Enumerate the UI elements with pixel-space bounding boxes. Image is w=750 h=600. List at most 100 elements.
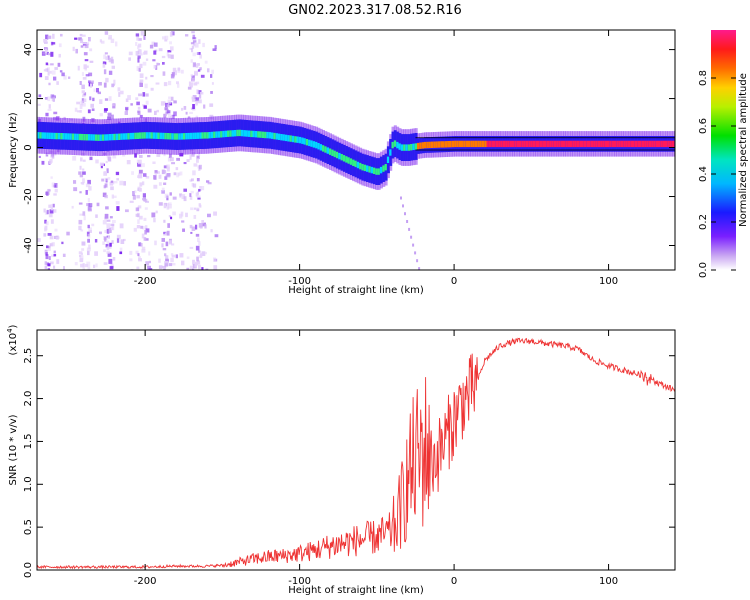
noise-cell [80,252,83,256]
noise-cell [171,254,176,258]
noise-cell [202,42,205,48]
ridge-core [370,166,374,174]
noise-cell [47,233,52,236]
ridge-core [315,141,319,149]
noise-cell [195,63,199,68]
ridge-core [366,165,369,172]
ridge-core [498,140,502,148]
ridge-core [69,133,73,140]
ridge-core [535,140,539,148]
noise-cell [189,224,193,229]
noise-cell [153,218,156,223]
noise-cell [166,173,171,178]
ridge-core [55,132,59,140]
noise-cell [173,111,177,117]
ridge-core [424,141,427,149]
noise-cell [124,111,128,115]
noise-cell [81,248,85,251]
ridge-core [354,160,358,168]
ridge-core [289,135,293,142]
noise-cell [177,68,181,73]
noise-cell [128,57,131,61]
noise-cell [194,263,197,268]
ridge-core [83,134,87,141]
ridge-core [393,140,397,147]
noise-cell [408,227,411,231]
noise-cell [416,259,419,263]
noise-cell [140,243,143,247]
noise-cell [414,251,417,255]
noise-cell [168,263,173,267]
noise-cell [192,268,195,270]
ridge-core [227,130,230,137]
noise-cell [167,99,172,105]
noise-cell [42,52,46,55]
noise-cell [112,257,116,261]
noise-cell [136,66,141,71]
ridge-core [412,143,416,150]
noise-cell [198,250,201,253]
noise-cell [78,251,83,255]
noise-cell [82,94,86,98]
ridge-core [556,140,560,148]
noise-cell [189,111,193,114]
noise-cell [81,241,86,246]
noise-cell [43,208,46,213]
noise-cell [168,240,172,245]
noise-cell [75,48,78,54]
noise-cell [119,223,124,229]
noise-cell [81,34,86,37]
ridge-core [185,133,189,140]
noise-cell [55,236,60,239]
noise-cell [195,81,200,85]
noise-cell [195,102,198,106]
ridge-core [426,141,430,149]
snr-frame [36,329,676,571]
ridge-core [641,140,645,148]
ridge-core [505,140,509,148]
ridge-core [108,134,112,141]
noise-cell [138,258,142,262]
ridge-core [576,140,580,148]
ridge-core [523,140,527,148]
noise-cell [50,207,53,211]
ridge-core [620,140,624,148]
snr-y-ticks: 0.0 0.5 1.0 1.5 2.0 2.5 [23,348,675,578]
noise-cell [168,202,172,205]
noise-cell [47,108,52,111]
noise-cell [191,77,195,83]
noise-cell [37,103,41,106]
noise-cell [192,259,195,265]
noise-cell [167,54,171,59]
ridge-core [97,134,101,141]
ridge-core [333,150,337,158]
noise-cell [183,188,187,192]
noise-cell [108,35,112,39]
noise-cell [190,74,194,77]
ridge-core [231,130,235,137]
noise-cell [38,155,41,158]
ridge-core [648,140,652,148]
noise-cell [110,38,115,43]
ridge-core [101,134,105,141]
ridge-core [345,156,349,163]
noise-cell [48,160,52,164]
ridge-core [324,146,328,153]
spectrogram-frame [36,29,676,271]
noise-cell [47,268,50,270]
ridge-core [143,132,147,139]
noise-cell [44,219,47,224]
noise-cell [108,258,113,264]
noise-cell [182,228,185,232]
snr-scale-factor: (x104) [6,324,19,355]
ridge-core [94,134,98,141]
noise-cell [105,160,108,164]
noise-cell [143,50,148,55]
ridge-core [639,140,643,148]
noise-cell [108,57,112,63]
ridge-core [245,130,249,137]
noise-cell [211,69,214,74]
noise-cell [170,216,173,220]
noise-cell [52,33,55,39]
ridge-core [382,165,386,172]
